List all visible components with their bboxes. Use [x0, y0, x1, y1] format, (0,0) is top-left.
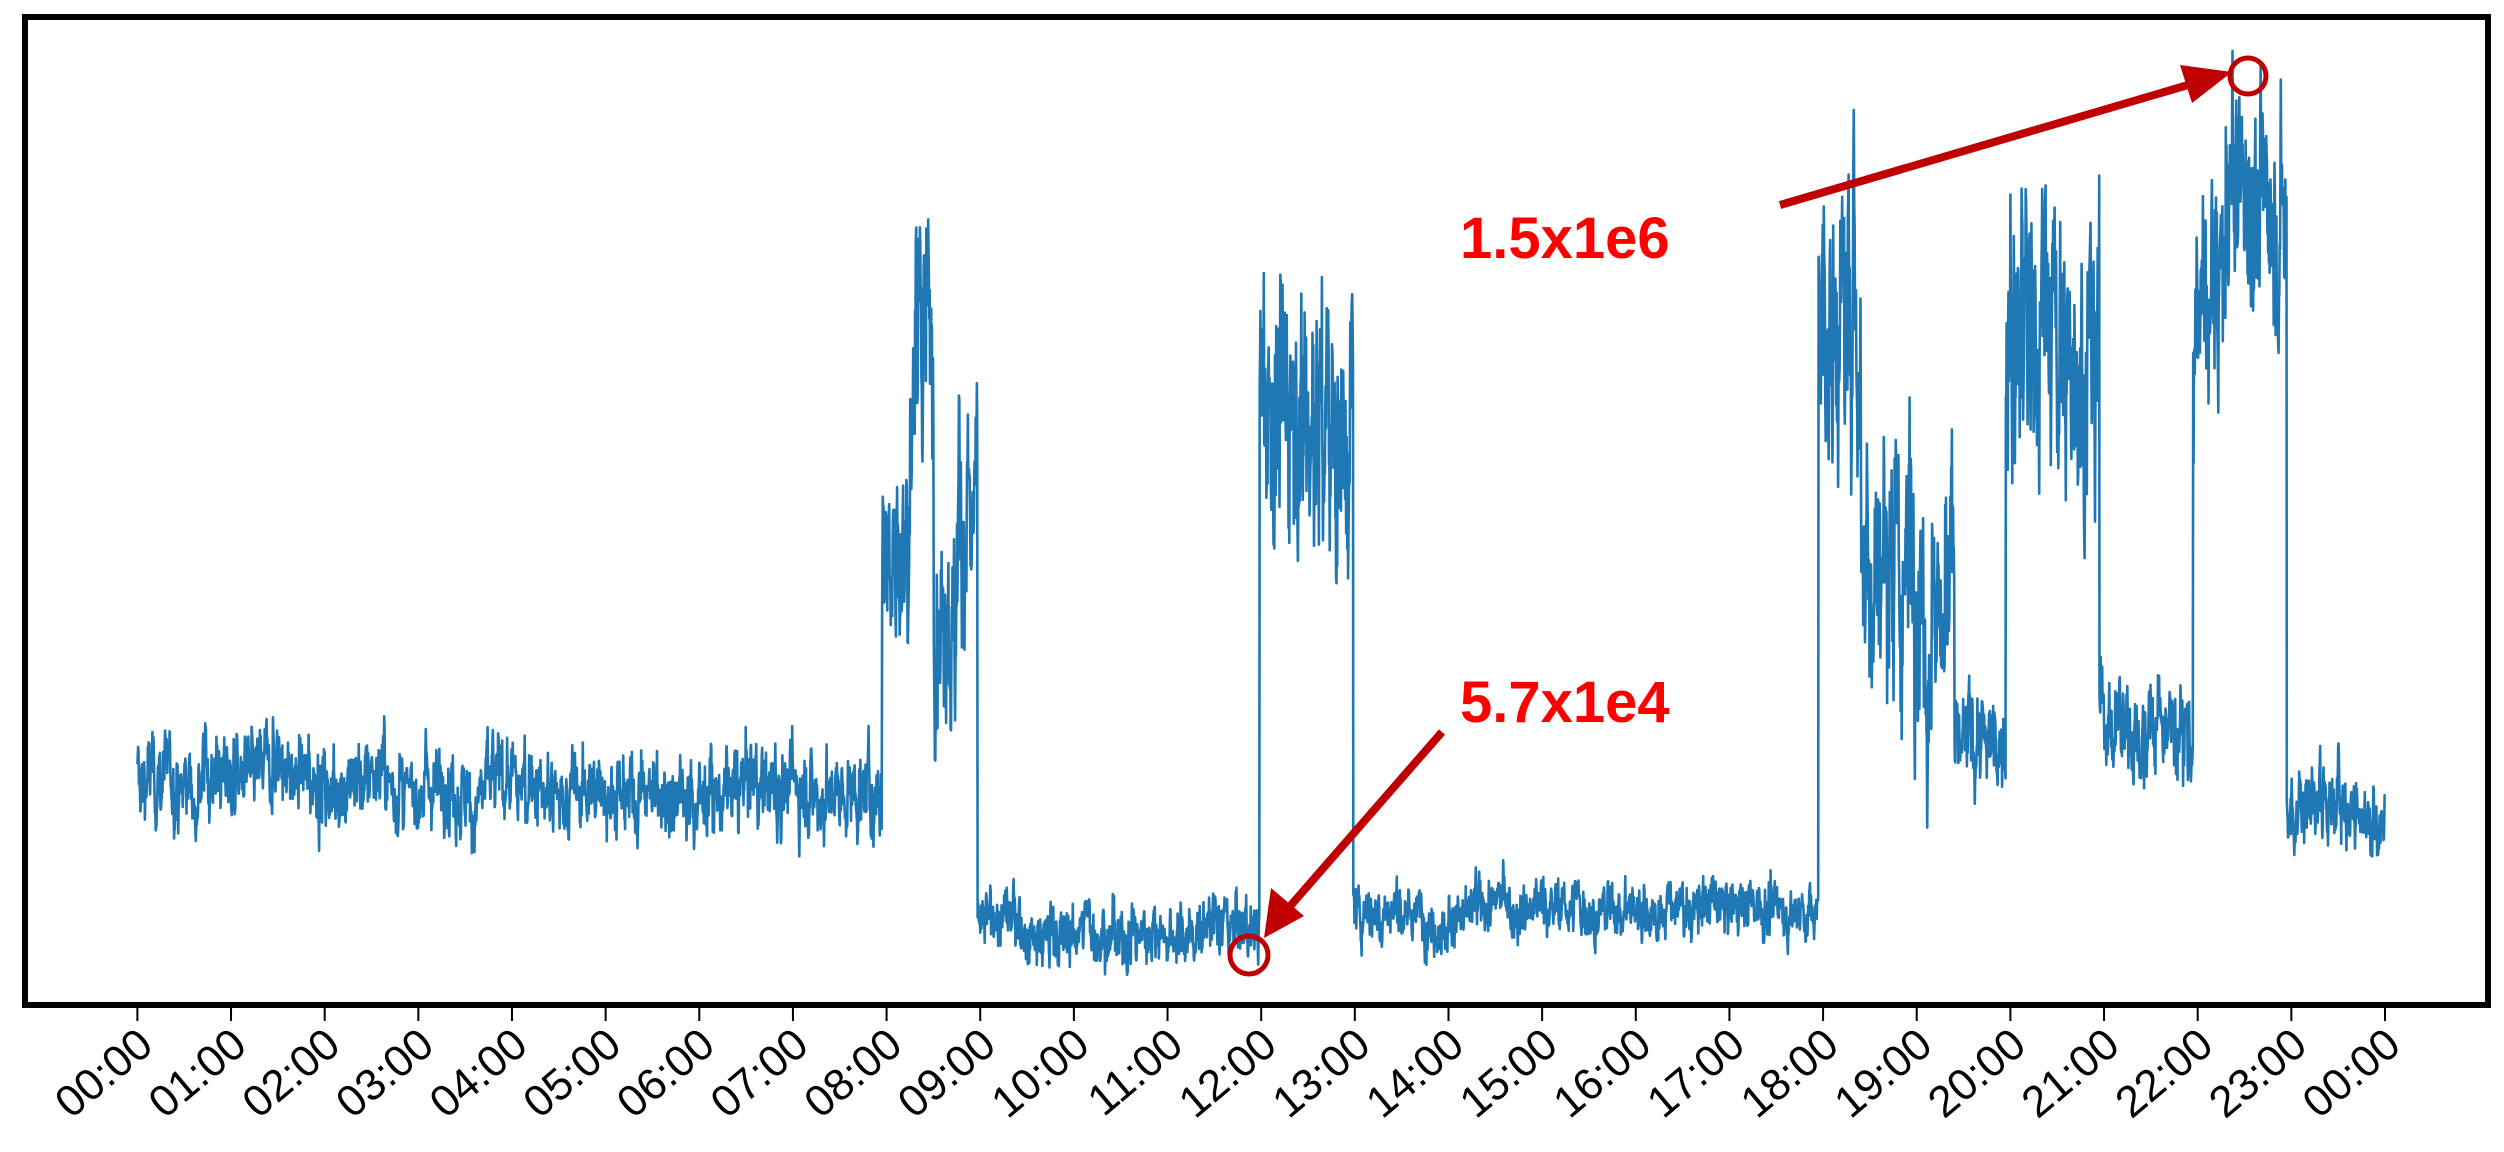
- x-tick-label: 10:00: [982, 1019, 1098, 1127]
- x-tick-label: 15:00: [1451, 1019, 1567, 1127]
- annotations: 1.5x1e6 5.7x1e4: [1227, 55, 2269, 977]
- annotation-arrowhead-min: [1264, 888, 1304, 938]
- peak-annotation-label: 1.5x1e6: [1460, 206, 1670, 271]
- x-tick-label: 07:00: [702, 1019, 818, 1127]
- min-annotation-label: 5.7x1e4: [1460, 670, 1670, 735]
- x-tick-label: 00:00: [46, 1019, 162, 1127]
- x-tick-label: 18:00: [1732, 1019, 1848, 1127]
- x-tick-label: 20:00: [1919, 1019, 2035, 1127]
- x-tick-label: 01:00: [140, 1019, 256, 1127]
- plot-frame: [22, 14, 2491, 1008]
- x-tick-label: 12:00: [1170, 1019, 1286, 1127]
- min-marker-circle: [1227, 933, 1271, 977]
- annotation-arrow-min: [1281, 729, 1446, 915]
- x-tick-label: 22:00: [2106, 1019, 2222, 1127]
- series-line: [136, 49, 2387, 977]
- annotation-arrow-peak: [1778, 76, 2207, 209]
- x-tick-label: 05:00: [514, 1019, 630, 1127]
- peak-marker-circle: [2227, 55, 2269, 97]
- x-tick-label: 06:00: [608, 1019, 724, 1127]
- x-tick-label: 16:00: [1544, 1019, 1660, 1127]
- x-tick-label: 00:00: [2294, 1019, 2410, 1127]
- x-tick-label: 23:00: [2200, 1019, 2316, 1127]
- x-tick-label: 17:00: [1638, 1019, 1754, 1127]
- x-tick-label: 04:00: [421, 1019, 537, 1127]
- x-tick-label: 02:00: [233, 1019, 349, 1127]
- x-tick-label: 03:00: [327, 1019, 443, 1127]
- x-tick-label: 09:00: [889, 1019, 1005, 1127]
- x-tick-label: 14:00: [1357, 1019, 1473, 1127]
- x-tick-label: 13:00: [1263, 1019, 1379, 1127]
- annotation-arrowhead-peak: [2180, 65, 2232, 103]
- x-tick-label: 21:00: [2013, 1019, 2129, 1127]
- x-tick-label: 08:00: [795, 1019, 911, 1127]
- x-axis: 00:0001:0002:0003:0004:0005:0006:0007:00…: [46, 1008, 2409, 1127]
- x-tick-label: 19:00: [1825, 1019, 1941, 1127]
- x-tick-label: 11:00: [1079, 1019, 1192, 1125]
